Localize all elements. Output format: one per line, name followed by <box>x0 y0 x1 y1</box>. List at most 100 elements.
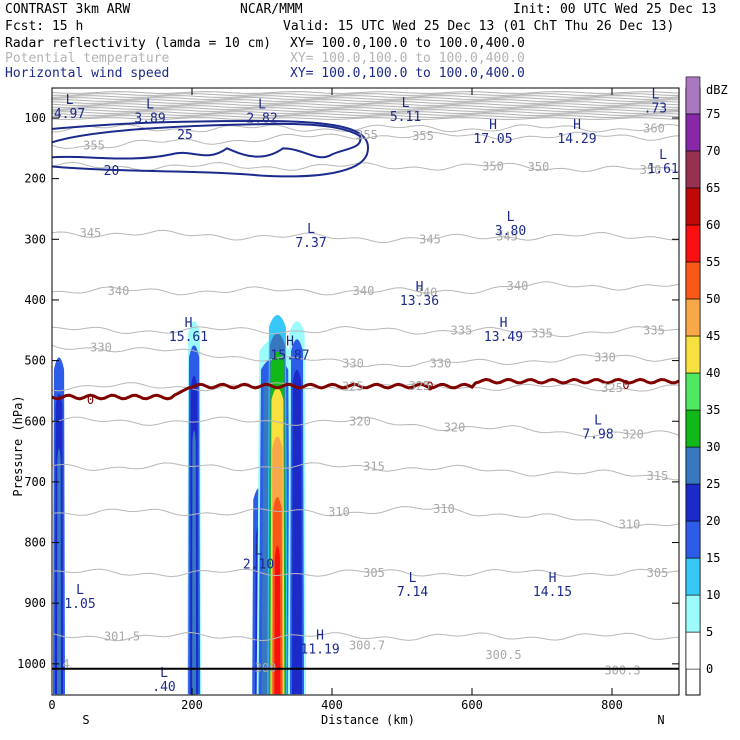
wind-extremum-value: 14.29 <box>557 132 596 147</box>
theta-contour-label: 330 <box>90 340 112 354</box>
theta-contour <box>52 506 679 529</box>
forecast-hour: Fcst: 15 h <box>5 19 83 34</box>
colorbar-swatch <box>685 224 701 263</box>
x-axis-right-end-label: N <box>657 713 664 727</box>
wind-extremum-type: L <box>409 571 417 586</box>
y-tick-label: 500 <box>24 354 46 368</box>
colorbar-swatch <box>685 409 701 448</box>
theta-contour-label: 320 <box>622 428 644 442</box>
theta-contour-label: 320 <box>444 420 466 434</box>
colorbar-level-label: 25 <box>706 477 720 491</box>
colorbar-swatch <box>685 298 701 337</box>
theta-contour <box>52 117 679 121</box>
colorbar-level-label: 5 <box>706 625 713 639</box>
theta-contour-label: 340 <box>108 284 130 298</box>
colorbar-swatch <box>685 594 701 633</box>
x-axis-left-end-label: S <box>82 713 89 727</box>
x-tick-label: 200 <box>181 698 203 712</box>
wind-extremum-type: H <box>500 316 508 331</box>
colorbar-level-label: 45 <box>706 329 720 343</box>
theta-contour <box>52 103 679 106</box>
wind-extremum-value: 4.97 <box>54 107 85 122</box>
wind-extremum-value: 17.05 <box>473 132 512 147</box>
colorbar-swatch <box>685 483 701 522</box>
theta-contour <box>52 93 679 96</box>
colorbar-level-label: 65 <box>706 181 720 195</box>
y-tick-label: 100 <box>24 111 46 125</box>
colorbar-swatch <box>685 446 701 485</box>
colorbar-swatch <box>685 187 701 226</box>
freezing-level-label: 0 <box>426 380 433 394</box>
wind-extremum-value: 2.10 <box>243 558 274 573</box>
theta-contour-label: 345 <box>419 232 441 246</box>
colorbar-level-label: 70 <box>706 144 720 158</box>
field-name: Horizontal wind speed <box>5 66 169 81</box>
theta-contour-label: 325 <box>409 379 431 393</box>
reflectivity-field <box>53 315 306 695</box>
theta-contour <box>52 115 679 119</box>
valid-time: Valid: 15 UTC Wed 25 Dec 13 (01 ChT Thu … <box>283 19 674 34</box>
theta-contour <box>52 568 679 578</box>
x-tick-label: 800 <box>601 698 623 712</box>
wind-extremum-type: L <box>160 666 168 681</box>
theta-contour-label: 305 <box>647 566 669 580</box>
colorbar-swatch <box>685 557 701 596</box>
theta-contour-label: 325 <box>342 380 364 394</box>
x-axis-label: Distance (km) <box>321 713 415 727</box>
y-tick-label: 200 <box>24 172 46 186</box>
theta-contour-label: 350 <box>640 163 662 177</box>
theta-contour <box>52 281 679 296</box>
wind-extremum-type: L <box>307 222 315 237</box>
wind-contour-label: 20 <box>104 164 120 179</box>
theta-contour-label: 355 <box>83 138 105 152</box>
theta-contour-label: 360 <box>643 121 665 135</box>
theta-contour-label: 305 <box>363 566 385 580</box>
wind-extremum-type: H <box>549 571 557 586</box>
colorbar-swatch <box>685 150 701 189</box>
wind-extremum-value: 11.19 <box>301 643 340 658</box>
theta-contour <box>52 131 679 150</box>
wind-extremum-value: 13.36 <box>400 294 439 309</box>
wind-extremum-type: L <box>507 210 515 225</box>
y-tick-label: 400 <box>24 293 46 307</box>
theta-contour-label: 315 <box>363 460 385 474</box>
theta-contour-label: 310 <box>619 517 641 531</box>
colorbar-level-label: 55 <box>706 255 720 269</box>
wind-extremum-value: 2.82 <box>246 111 277 126</box>
theta-contour-label: 315 <box>647 469 669 483</box>
theta-contour <box>52 123 679 133</box>
theta-contour-label: 325 <box>601 381 623 395</box>
theta-contour-label: 340 <box>416 286 438 300</box>
wind-extremum-value: 7.98 <box>582 427 613 442</box>
wind-extremum-type: H <box>573 118 581 133</box>
theta-contour <box>52 462 679 481</box>
theta-contour <box>52 109 679 112</box>
y-tick-label: 300 <box>24 232 46 246</box>
wind-contour-label: 25 <box>177 128 193 143</box>
colorbar-level-label: 50 <box>706 292 720 306</box>
y-tick-label: 700 <box>24 475 46 489</box>
reflectivity-cell <box>274 545 281 695</box>
theta-contour-label: 300.7 <box>349 639 385 653</box>
wind-extremum-type: L <box>255 544 263 559</box>
colorbar-level-label: 60 <box>706 218 720 232</box>
init-time: Init: 00 UTC Wed 25 Dec 13 <box>513 2 717 17</box>
colorbar-level-label: 40 <box>706 366 720 380</box>
x-tick-label: 600 <box>461 698 483 712</box>
colorbar-level-label: 10 <box>706 588 720 602</box>
freezing-level-line: 0 0 0 <box>52 377 679 407</box>
wind-extremum-type: H <box>416 280 424 295</box>
colorbar-level-label: 35 <box>706 403 720 417</box>
theta-contour-label: 350 <box>482 160 504 174</box>
wind-extremum-type: L <box>594 413 602 428</box>
theta-contour <box>52 113 679 117</box>
wind-extremum-type: L <box>146 97 154 112</box>
theta-contour <box>52 416 679 438</box>
theta-contour <box>52 229 679 244</box>
y-tick-label: 900 <box>24 596 46 610</box>
wind-extremum-type: L <box>402 96 410 111</box>
theta-contour-label: 345 <box>496 229 518 243</box>
theta-contour-label: 340 <box>507 279 529 293</box>
field-name: Potential temperature <box>5 51 170 66</box>
wind-extremum-type: L <box>76 583 84 598</box>
